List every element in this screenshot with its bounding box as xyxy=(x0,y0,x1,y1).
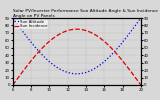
Sun Incidence xyxy=(140,84,142,86)
Sun Altitude xyxy=(76,73,78,74)
Text: Solar PV/Inverter Performance Sun Altitude Angle & Sun Incidence Angle on PV Pan: Solar PV/Inverter Performance Sun Altitu… xyxy=(13,9,158,18)
Sun Altitude xyxy=(12,18,14,19)
Sun Incidence xyxy=(12,84,14,85)
Line: Sun Incidence: Sun Incidence xyxy=(13,29,141,85)
Sun Incidence xyxy=(88,31,90,32)
Sun Altitude xyxy=(140,17,142,19)
Sun Incidence xyxy=(12,84,14,86)
Sun Incidence xyxy=(88,31,90,32)
Sun Incidence xyxy=(128,69,130,70)
Sun Altitude xyxy=(12,17,14,19)
Sun Altitude xyxy=(91,70,92,71)
Sun Incidence xyxy=(76,29,78,30)
Sun Incidence xyxy=(120,58,122,60)
Legend: Sun Altitude, Sun Incidence: Sun Altitude, Sun Incidence xyxy=(14,19,48,29)
Sun Altitude xyxy=(128,33,130,34)
Line: Sun Altitude: Sun Altitude xyxy=(13,18,141,74)
Sun Altitude xyxy=(120,43,122,44)
Sun Altitude xyxy=(88,71,90,72)
Sun Incidence xyxy=(91,32,92,33)
Sun Altitude xyxy=(88,71,90,72)
